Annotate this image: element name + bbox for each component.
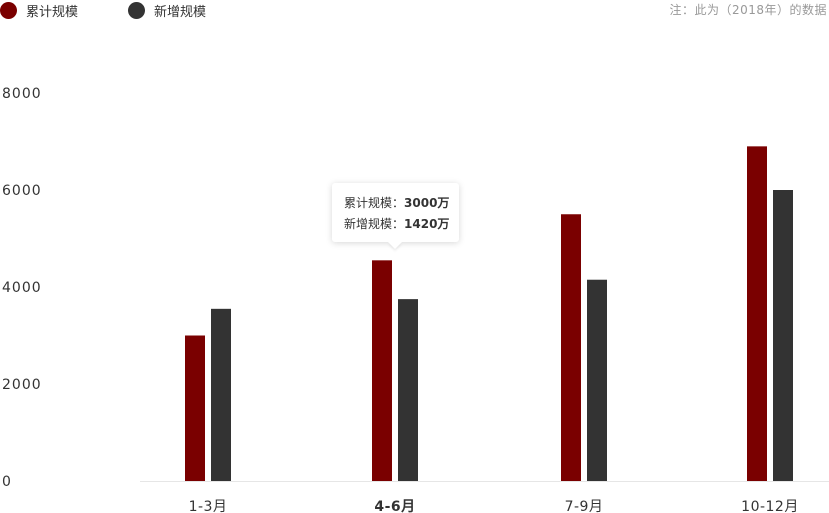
legend-item-new[interactable]: 新增规模: [128, 1, 206, 20]
tooltip-label-new: 新增规模：: [344, 217, 405, 231]
bar-new: [211, 308, 231, 481]
y-tick-label: 6000: [2, 183, 42, 199]
bar-cumulative: [561, 214, 581, 481]
y-tick-label: 2000: [2, 377, 42, 393]
x-tick-label: 10-12月: [741, 499, 799, 513]
tooltip-value-new: 1420万: [404, 217, 450, 231]
x-tick-label: 7-9月: [565, 499, 604, 513]
y-tick-label: 0: [2, 474, 12, 490]
legend-label-new: 新增规模: [154, 4, 207, 20]
legend: 累计规模 新增规模: [0, 0, 256, 20]
y-tick-label: 4000: [2, 280, 42, 296]
bar-cumulative: [185, 335, 205, 481]
legend-item-cumulative[interactable]: 累计规模: [0, 1, 78, 20]
tooltip: 累计规模：3000万 新增规模：1420万: [332, 183, 459, 249]
legend-dot-cumulative: [0, 1, 17, 19]
tooltip-row-cumulative: 累计规模：3000万: [344, 193, 459, 214]
bar-cumulative: [747, 146, 767, 481]
tooltip-arrow: [388, 242, 402, 249]
x-tick-label: 1-3月: [189, 499, 228, 513]
legend-label-cumulative: 累计规模: [26, 4, 79, 20]
data-note: 注：此为（2018年）的数据: [669, 3, 827, 17]
tooltip-label-cumulative: 累计规模：: [344, 196, 405, 210]
bar-new: [398, 299, 418, 481]
bar-new: [773, 190, 793, 481]
tooltip-row-new: 新增规模：1420万: [344, 214, 459, 235]
bar-new: [587, 279, 607, 481]
tooltip-value-cumulative: 3000万: [404, 196, 450, 210]
bar-cumulative: [372, 260, 392, 481]
x-tick-label: 4-6月: [374, 499, 415, 513]
y-tick-label: 8000: [2, 86, 42, 102]
legend-dot-new: [128, 1, 146, 19]
